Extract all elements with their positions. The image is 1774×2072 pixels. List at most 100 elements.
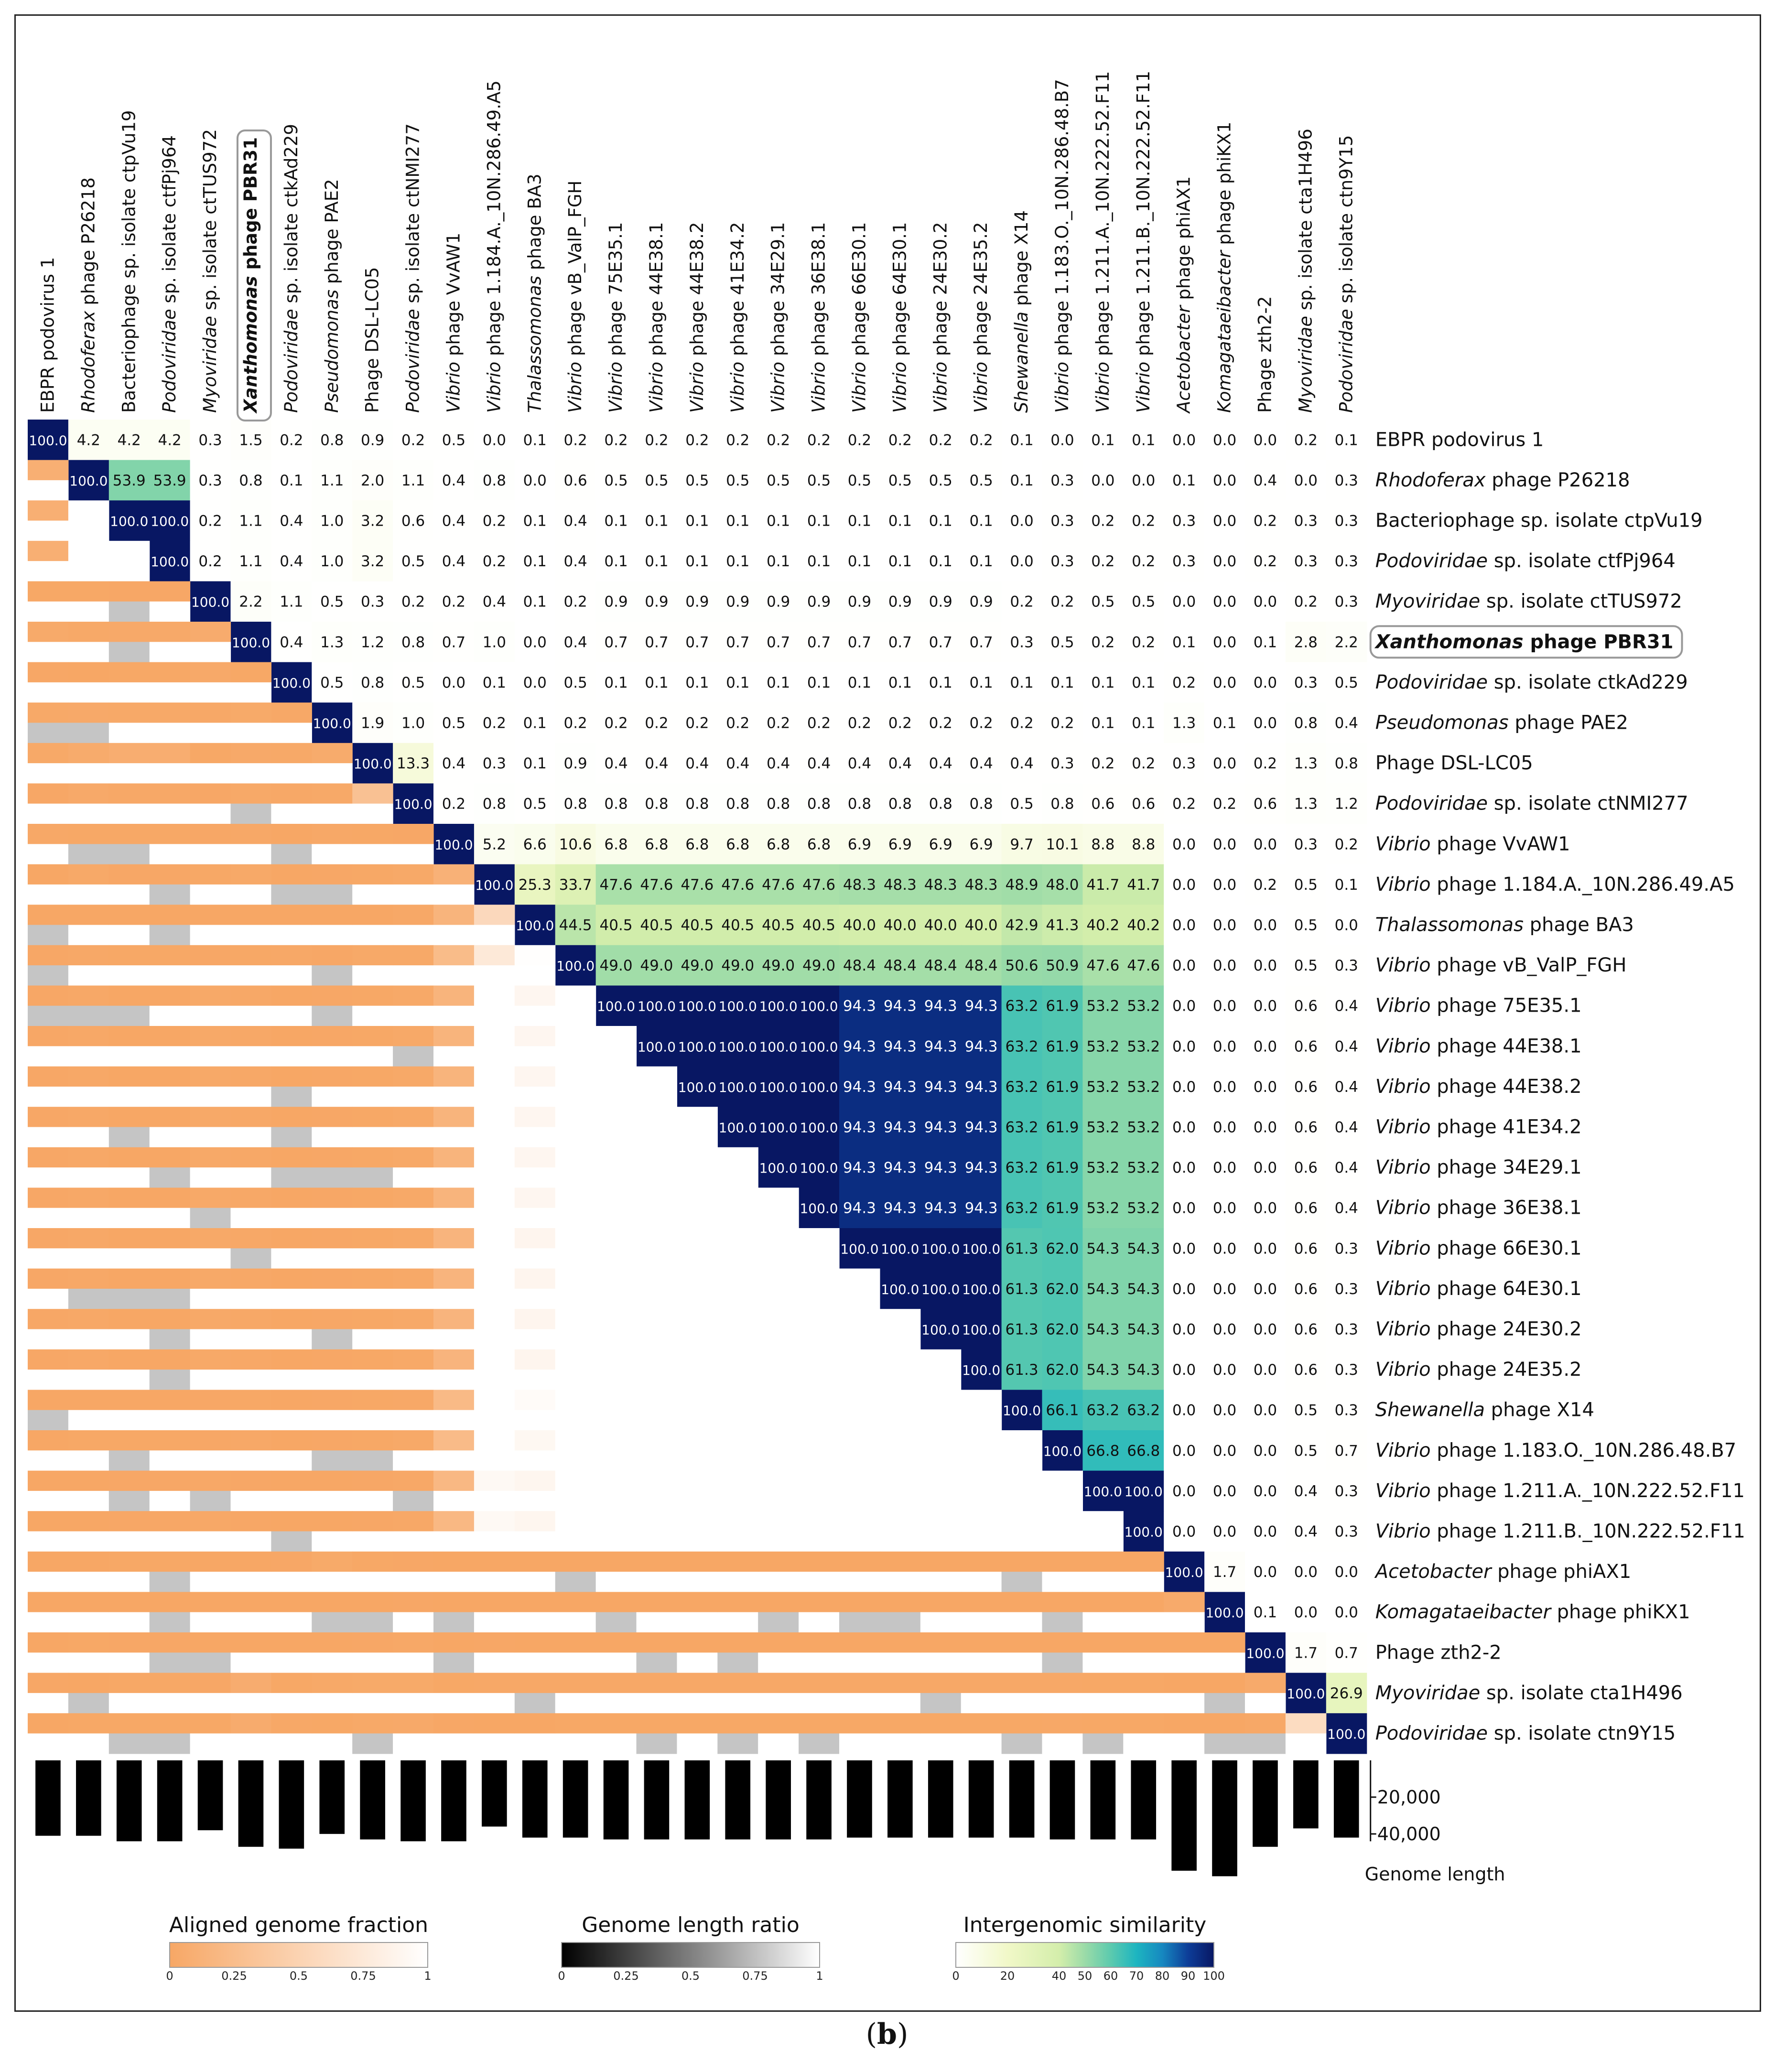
similarity-value: 94.3 bbox=[924, 1038, 957, 1055]
aligned-fraction-cell bbox=[879, 1470, 921, 1491]
aligned-fraction-cell bbox=[555, 1147, 596, 1168]
similarity-value: 0.9 bbox=[604, 594, 627, 611]
aligned-fraction-cell bbox=[474, 1228, 515, 1249]
similarity-value: 100.0 bbox=[1125, 1484, 1163, 1500]
legend-tick-label: 90 bbox=[1181, 1969, 1196, 1983]
aligned-fraction-cell bbox=[190, 1470, 231, 1491]
similarity-cell bbox=[1123, 905, 1164, 946]
similarity-cell bbox=[149, 420, 191, 461]
aligned-fraction-cell bbox=[555, 1592, 596, 1613]
similarity-cell bbox=[920, 460, 962, 501]
similarity-cell bbox=[879, 1066, 921, 1107]
similarity-cell bbox=[1326, 1349, 1367, 1390]
similarity-cell bbox=[1245, 1187, 1286, 1229]
genus-name: Vibrio bbox=[1375, 1480, 1431, 1502]
genus-name: Vibrio bbox=[1375, 1278, 1431, 1300]
length-ratio-cell bbox=[514, 965, 556, 986]
similarity-value: 0.3 bbox=[1335, 1281, 1358, 1298]
similarity-value: 8.8 bbox=[1091, 836, 1114, 853]
length-ratio-cell bbox=[149, 1248, 191, 1269]
length-axis-tick-label: 40,000 bbox=[1377, 1824, 1441, 1845]
similarity-cell bbox=[108, 460, 150, 501]
aligned-fraction-cell bbox=[190, 1026, 231, 1047]
genus-name: Vibrio bbox=[1093, 362, 1113, 413]
aligned-fraction-cell bbox=[190, 1430, 231, 1451]
similarity-value: 0.3 bbox=[483, 755, 506, 772]
aligned-fraction-cell bbox=[555, 1632, 596, 1653]
aligned-fraction-cell bbox=[68, 500, 109, 521]
genus-name: Podoviridae bbox=[1375, 793, 1488, 815]
similarity-value: 0.5 bbox=[1294, 1442, 1318, 1459]
length-ratio-cell bbox=[393, 1733, 434, 1754]
length-ratio-cell bbox=[312, 1490, 353, 1511]
similarity-value: 54.3 bbox=[1127, 1361, 1160, 1379]
similarity-cell bbox=[879, 1026, 921, 1067]
similarity-value: 0.4 bbox=[888, 755, 912, 772]
similarity-value: 0.0 bbox=[1254, 1564, 1277, 1581]
aligned-fraction-cell bbox=[190, 1349, 231, 1370]
aligned-fraction-cell bbox=[352, 945, 393, 966]
similarity-value: 0.1 bbox=[604, 513, 627, 530]
similarity-value: 0.0 bbox=[1213, 755, 1236, 772]
similarity-value: 61.9 bbox=[1046, 998, 1079, 1015]
length-ratio-cell bbox=[271, 1693, 312, 1714]
aligned-fraction-cell bbox=[68, 905, 109, 926]
aligned-fraction-cell bbox=[514, 1713, 556, 1734]
similarity-cell bbox=[1245, 1107, 1286, 1148]
similarity-cell bbox=[717, 783, 758, 824]
similarity-value: 0.1 bbox=[807, 674, 831, 691]
similarity-cell bbox=[1164, 662, 1205, 703]
similarity-value: 94.3 bbox=[884, 1038, 917, 1055]
similarity-value: 40.5 bbox=[681, 917, 714, 934]
similarity-value: 0.2 bbox=[1172, 674, 1196, 691]
similarity-value: 100.0 bbox=[840, 1241, 878, 1257]
similarity-cell bbox=[230, 540, 271, 582]
length-ratio-cell bbox=[555, 1572, 596, 1592]
genome-name: phage PAE2 bbox=[1509, 712, 1628, 734]
aligned-fraction-cell bbox=[190, 1309, 231, 1330]
similarity-cell bbox=[433, 460, 475, 501]
aligned-fraction-cell bbox=[920, 1511, 962, 1532]
aligned-fraction-cell bbox=[433, 1673, 475, 1694]
column-label: Vibrio phage 1.211.A._10N.222.52.F11 bbox=[1093, 71, 1113, 413]
similarity-cell bbox=[474, 662, 515, 703]
length-ratio-cell bbox=[595, 1572, 637, 1592]
similarity-value: 0.7 bbox=[929, 634, 952, 651]
length-ratio-cell bbox=[352, 1288, 393, 1309]
similarity-cell bbox=[1123, 460, 1164, 501]
aligned-fraction-cell bbox=[312, 1147, 353, 1168]
length-ratio-cell bbox=[68, 1450, 109, 1471]
length-ratio-cell bbox=[108, 723, 150, 744]
length-ratio-cell bbox=[108, 1612, 150, 1633]
similarity-cell bbox=[1285, 500, 1327, 541]
genus-name: Acetobacter bbox=[1174, 304, 1194, 414]
aligned-fraction-cell bbox=[108, 1551, 150, 1572]
aligned-fraction-cell bbox=[717, 1349, 758, 1370]
similarity-value: 0.6 bbox=[1294, 1038, 1318, 1055]
genome-length-bar bbox=[1293, 1760, 1319, 1829]
length-ratio-cell bbox=[1245, 1733, 1286, 1754]
similarity-value: 0.3 bbox=[1335, 957, 1358, 974]
genus-name: Podoviridae bbox=[159, 309, 180, 413]
similarity-cell bbox=[799, 460, 840, 501]
length-ratio-cell bbox=[149, 1652, 191, 1673]
aligned-fraction-cell bbox=[28, 1511, 69, 1532]
length-ratio-cell bbox=[961, 1531, 1002, 1552]
similarity-cell bbox=[799, 662, 840, 703]
similarity-cell bbox=[920, 500, 962, 541]
similarity-value: 100.0 bbox=[759, 1039, 798, 1055]
aligned-fraction-cell bbox=[352, 1430, 393, 1451]
similarity-value: 100.0 bbox=[69, 473, 108, 489]
genome-length-bar bbox=[157, 1760, 183, 1842]
similarity-value: 0.2 bbox=[685, 715, 709, 732]
aligned-fraction-cell bbox=[68, 1228, 109, 1249]
similarity-value: 6.9 bbox=[888, 836, 912, 853]
similarity-value: 100.0 bbox=[881, 1282, 919, 1297]
aligned-fraction-cell bbox=[1164, 1592, 1205, 1613]
aligned-fraction-cell bbox=[636, 1511, 677, 1532]
genome-length-bar bbox=[1049, 1760, 1075, 1840]
length-ratio-cell bbox=[839, 1693, 880, 1714]
length-ratio-cell bbox=[758, 1410, 799, 1431]
length-ratio-cell bbox=[149, 1370, 191, 1390]
length-ratio-cell bbox=[393, 1693, 434, 1714]
